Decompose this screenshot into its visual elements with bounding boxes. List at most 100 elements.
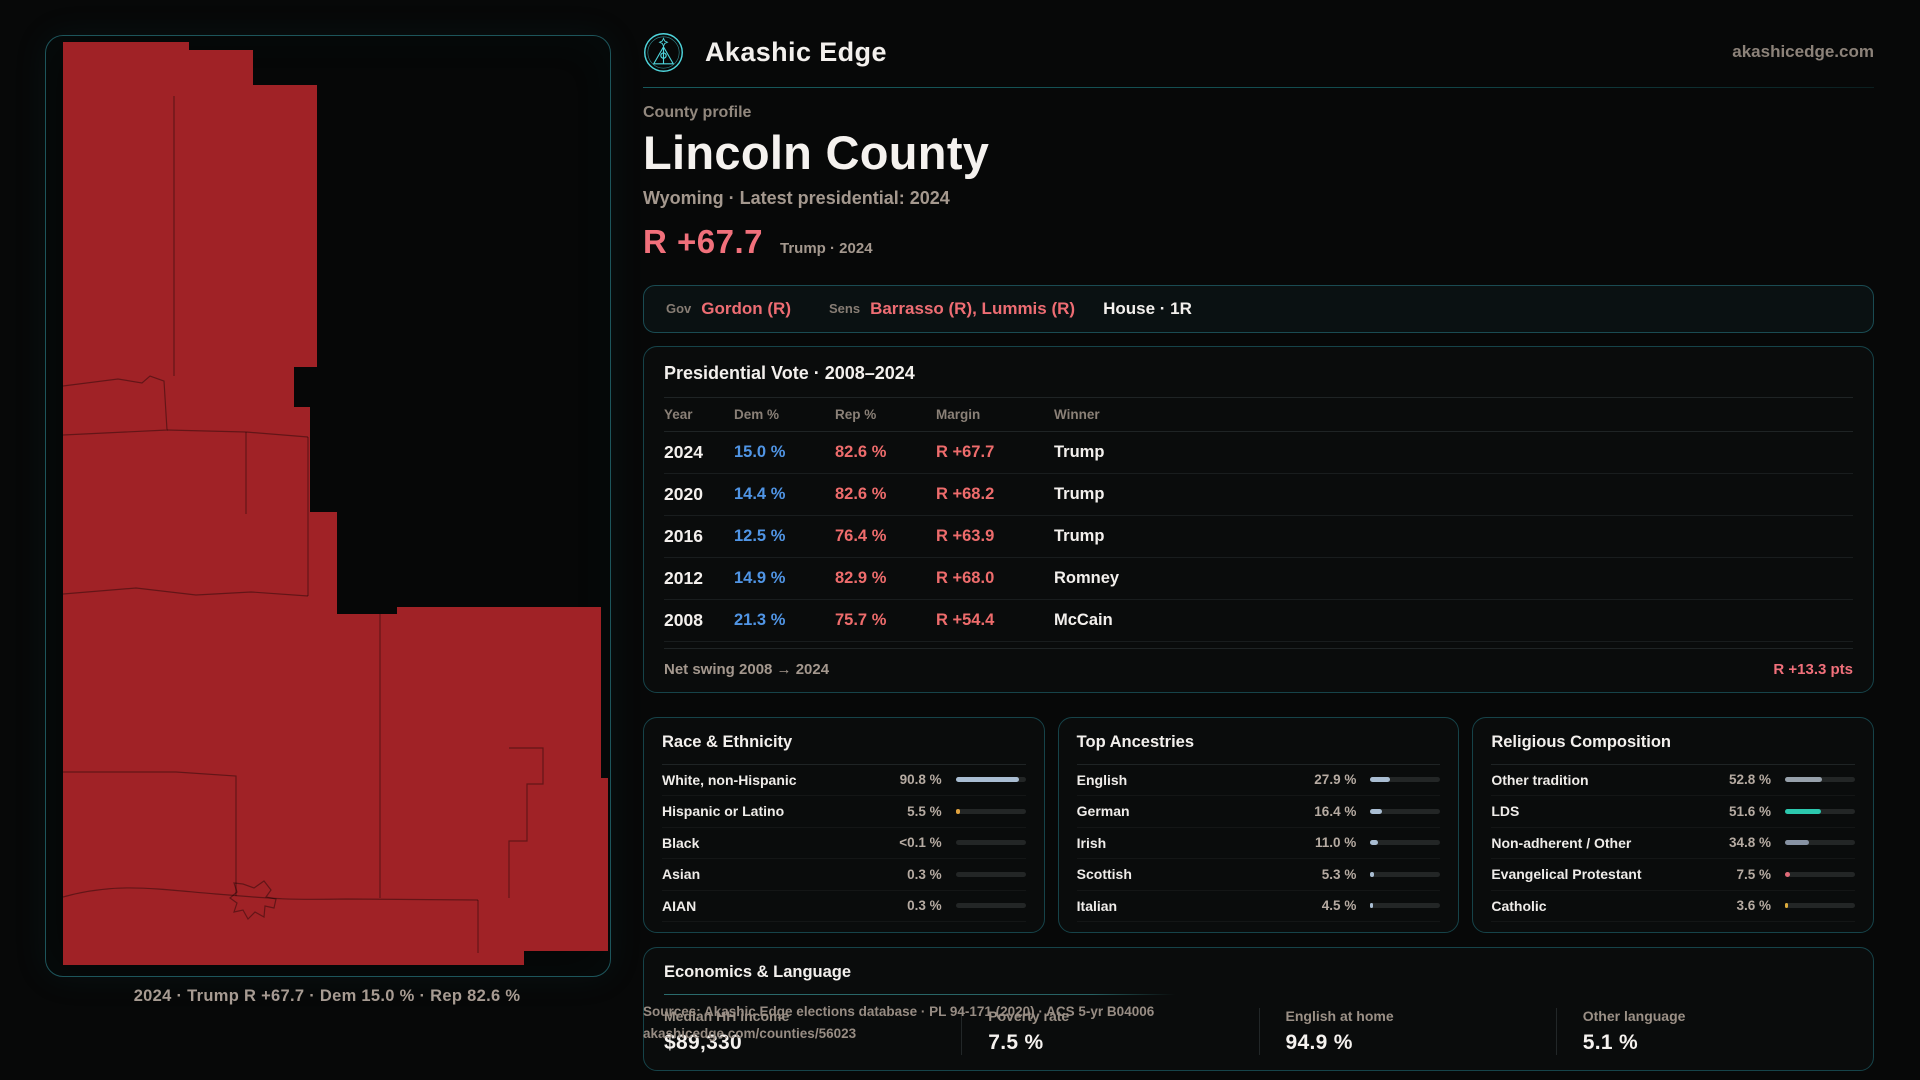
demographic-label: Asian — [662, 866, 701, 883]
margin-cell: R +54.4 — [936, 610, 995, 629]
economics-stat-value: 5.1 % — [1582, 1031, 1638, 1055]
demographic-bar-fill — [1784, 903, 1788, 909]
demographic-value: 16.4 % — [1314, 803, 1357, 819]
economics-stat: Poverty rate 7.5 % — [961, 1008, 1258, 1056]
demographic-label: Irish — [1076, 834, 1107, 851]
margin-cell: R +68.0 — [936, 568, 995, 587]
demographics-row: Race & Ethnicity White, non-Hispanic 90.… — [643, 716, 1874, 934]
demographic-bar-track — [955, 840, 1026, 846]
demographic-label: German — [1076, 803, 1130, 820]
net-swing-label: Net swing 2008 → 2024 — [664, 660, 830, 678]
col-margin: Margin — [936, 406, 981, 422]
top-ancestries-rows: English 27.9 % German 16.4 % Irish 11.0 … — [1076, 765, 1441, 923]
demographic-bar-track — [955, 871, 1026, 877]
demographic-bar-track — [955, 777, 1026, 783]
col-rep: Rep % — [835, 406, 877, 422]
headline-margin-value: R +67.7 — [643, 222, 763, 260]
demographic-row: White, non-Hispanic 90.8 % — [662, 765, 1026, 797]
demographic-bar-fill — [955, 777, 1020, 783]
demographic-bar-fill — [1370, 903, 1374, 909]
margin-cell: R +68.2 — [936, 484, 995, 503]
demographic-bar-fill — [1370, 840, 1379, 846]
kicker-label: County profile — [643, 104, 752, 121]
economics-stat: English at home 94.9 % — [1258, 1008, 1556, 1056]
county-map-panel — [45, 35, 611, 977]
demographic-value: <0.1 % — [899, 835, 942, 851]
economics-stat-label: Poverty rate — [988, 1008, 1070, 1025]
demographic-bar-track — [955, 903, 1026, 909]
demographic-bar-track — [1370, 871, 1441, 877]
demographic-row: Non-adherent / Other 34.8 % — [1491, 828, 1855, 860]
brand-name: Akashic Edge — [705, 36, 887, 67]
demographic-row: Asian 0.3 % — [662, 859, 1026, 891]
winner-cell: Romney — [1054, 568, 1120, 587]
dem-pct-cell: 14.4 % — [734, 484, 786, 503]
race-ethnicity-title: Race & Ethnicity — [662, 733, 1026, 765]
demographic-bar-track — [1370, 808, 1441, 814]
page-subtitle: Wyoming · Latest presidential: 2024 — [643, 187, 950, 208]
demographic-label: LDS — [1491, 803, 1520, 820]
dem-pct-cell: 14.9 % — [734, 568, 786, 587]
demographic-value: 51.6 % — [1728, 803, 1771, 819]
economics-stat-label: Median HH income — [664, 1008, 790, 1025]
demographic-value: 5.5 % — [907, 803, 942, 819]
demographic-label: Black — [662, 834, 700, 851]
demographic-bar-fill — [1370, 777, 1390, 783]
presidential-vote-row: 2016 12.5 % 76.4 % R +63.9 Trump — [664, 516, 1853, 558]
race-ethnicity-card: Race & Ethnicity White, non-Hispanic 90.… — [643, 716, 1045, 934]
economics-stat-value: 94.9 % — [1285, 1031, 1353, 1055]
top-ancestries-card: Top Ancestries English 27.9 % German 16.… — [1057, 716, 1460, 934]
demographic-label: Hispanic or Latino — [662, 803, 785, 820]
map-caption: 2024 · Trump R +67.7 · Dem 15.0 % · Rep … — [133, 987, 521, 1005]
county-map[interactable] — [46, 36, 610, 976]
demographic-bar-track — [1370, 777, 1441, 783]
demographic-value: 27.9 % — [1314, 772, 1357, 788]
demographic-row: Other tradition 52.8 % — [1491, 765, 1855, 797]
winner-cell: Trump — [1054, 484, 1105, 503]
year-cell: 2008 — [664, 609, 703, 630]
county-shape[interactable] — [63, 42, 608, 965]
presidential-vote-row: 2008 21.3 % 75.7 % R +54.4 McCain — [664, 600, 1853, 642]
economics-stat-value: 7.5 % — [988, 1031, 1044, 1055]
dem-pct-cell: 15.0 % — [734, 442, 786, 461]
headline-margin-note: Trump · 2024 — [780, 239, 873, 257]
demographic-row: Italian 4.5 % — [1076, 891, 1441, 923]
presidential-vote-row: 2012 14.9 % 82.9 % R +68.0 Romney — [664, 558, 1853, 600]
brand-domain-link[interactable]: akashicedge.com — [1732, 42, 1874, 61]
religious-composition-card: Religious Composition Other tradition 52… — [1472, 716, 1874, 934]
demographic-bar-track — [1784, 871, 1855, 877]
demographic-bar-fill — [1370, 808, 1382, 814]
presidential-vote-row: 2024 15.0 % 82.6 % R +67.7 Trump — [664, 432, 1853, 474]
demographic-bar-track — [955, 808, 1026, 814]
year-cell: 2016 — [664, 525, 703, 546]
demographic-row: Scottish 5.3 % — [1076, 859, 1441, 891]
sens-value: Barrasso (R), Lummis (R) — [870, 298, 1076, 318]
demographic-bar-track — [1784, 903, 1855, 909]
demographic-bar-fill — [1784, 871, 1791, 877]
presidential-vote-rows: 2024 15.0 % 82.6 % R +67.7 Trump 2020 14… — [664, 432, 1853, 642]
demographic-bar-fill — [955, 808, 960, 814]
demographic-label: Scottish — [1076, 866, 1132, 883]
rep-pct-cell: 75.7 % — [835, 610, 887, 629]
demographic-row: Black <0.1 % — [662, 828, 1026, 860]
rep-pct-cell: 82.6 % — [835, 442, 887, 461]
demographic-value: 11.0 % — [1315, 835, 1357, 851]
demographic-value: 7.5 % — [1736, 866, 1771, 882]
demographic-value: 90.8 % — [899, 772, 942, 788]
tract-boundaries — [62, 96, 544, 953]
page-title: Lincoln County — [643, 126, 990, 179]
demographic-bar-track — [1370, 840, 1441, 846]
dem-pct-cell: 12.5 % — [734, 526, 786, 545]
demographic-row: Catholic 3.6 % — [1491, 891, 1855, 923]
sources-line: Sources: Akashic Edge elections database… — [643, 1004, 1155, 1019]
col-dem: Dem % — [734, 406, 780, 422]
net-swing-row: Net swing 2008 → 2024 R +13.3 pts — [664, 647, 1853, 680]
sources-permalink[interactable]: akashicedge.com/counties/56023 — [643, 1025, 857, 1041]
demographic-bar-track — [1784, 808, 1855, 814]
demographic-label: Evangelical Protestant — [1491, 866, 1642, 883]
col-year: Year — [664, 406, 693, 422]
demographic-label: Italian — [1076, 897, 1118, 914]
demographic-label: AIAN — [662, 897, 697, 914]
house-value: House · 1R — [1103, 298, 1192, 318]
